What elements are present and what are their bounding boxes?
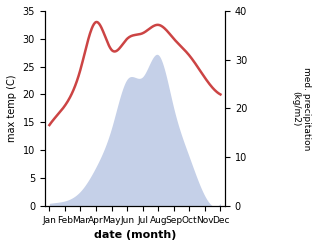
X-axis label: date (month): date (month) (94, 230, 176, 240)
Y-axis label: max temp (C): max temp (C) (7, 75, 17, 142)
Y-axis label: med. precipitation
(kg/m2): med. precipitation (kg/m2) (292, 67, 311, 150)
